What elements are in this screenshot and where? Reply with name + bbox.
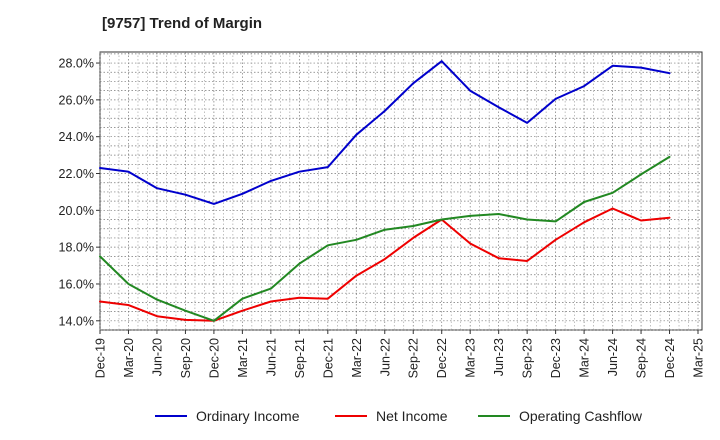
chart-title: [9757] Trend of Margin	[102, 15, 263, 32]
legend-label: Net Income	[376, 408, 448, 424]
y-tick-label: 16.0%	[59, 277, 94, 291]
x-tick-label: Mar-24	[578, 338, 592, 378]
series-line-operating-cashflow	[99, 155, 671, 322]
x-tick-label: Sep-23	[521, 338, 535, 378]
x-tick-label: Dec-22	[435, 338, 449, 378]
x-tick-label: Sep-22	[407, 338, 421, 378]
legend-swatch	[335, 415, 367, 417]
x-tick-label: Dec-24	[663, 338, 677, 378]
y-tick-label: 24.0%	[59, 130, 94, 144]
y-tick-label: 14.0%	[59, 314, 94, 328]
x-tick-label: Jun-22	[378, 338, 392, 376]
legend-label: Operating Cashflow	[519, 408, 642, 424]
x-tick-label: Dec-21	[321, 338, 335, 378]
x-tick-label: Sep-21	[293, 338, 307, 378]
series-line-net-income	[99, 207, 671, 322]
chart-legend: Ordinary Income Net Income Operating Cashf…	[0, 404, 720, 428]
plot-area	[99, 51, 703, 331]
x-tick-label: Mar-21	[236, 338, 250, 378]
x-tick-label: Jun-23	[492, 338, 506, 376]
x-tick-label: Jun-21	[264, 338, 278, 376]
x-tick-label: Dec-23	[549, 338, 563, 378]
x-tick-label: Jun-24	[606, 338, 620, 376]
x-tick-label: Mar-25	[692, 338, 706, 378]
x-tick-label: Dec-19	[94, 338, 108, 378]
series-line-ordinary-income	[99, 60, 671, 205]
line-chart: 14.0% 16.0% 18.0% 20.0% 22.0% 24.0% 26.0% 28.0%…	[59, 51, 706, 378]
x-tick-label: Mar-20	[122, 338, 136, 378]
legend-item-operating-cashflow: Operating Cashflow	[478, 404, 642, 428]
legend-item-net-income: Net Income	[335, 404, 448, 428]
legend-swatch	[478, 415, 510, 417]
x-tick-label: Sep-20	[179, 338, 193, 378]
y-tick-label: 26.0%	[59, 93, 94, 107]
legend-item-ordinary-income: Ordinary Income	[155, 404, 299, 428]
legend-label: Ordinary Income	[196, 408, 300, 424]
y-tick-label: 20.0%	[59, 204, 94, 218]
x-tick-label: Sep-24	[635, 338, 649, 378]
y-tick-label: 28.0%	[59, 57, 94, 71]
y-tick-label: 22.0%	[59, 167, 94, 181]
x-tick-label: Jun-20	[150, 338, 164, 376]
x-tick-label: Dec-20	[207, 338, 221, 378]
x-tick-label: Mar-22	[350, 338, 364, 378]
legend-swatch	[155, 415, 187, 417]
y-tick-label: 18.0%	[59, 241, 94, 255]
x-tick-label: Mar-23	[464, 338, 478, 378]
